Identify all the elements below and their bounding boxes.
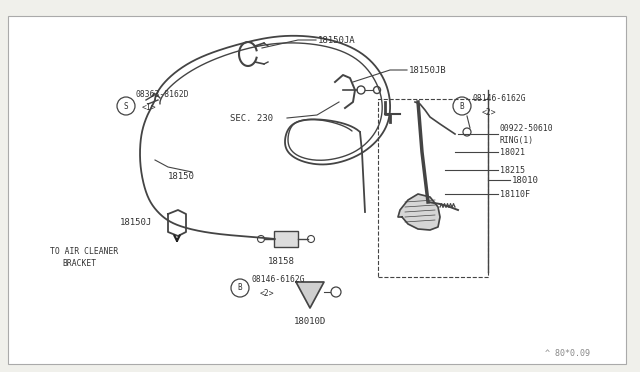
Text: S: S [124, 102, 128, 110]
Text: B: B [460, 102, 464, 110]
Text: 00922-50610: 00922-50610 [500, 124, 554, 132]
Text: 08146-6162G: 08146-6162G [251, 276, 305, 285]
Text: 18110F: 18110F [500, 189, 530, 199]
Bar [274, 231, 298, 247]
Text: B: B [237, 283, 243, 292]
Text: 18215: 18215 [500, 166, 525, 174]
Text: 08363-8162D: 08363-8162D [136, 90, 189, 99]
Text: 18150: 18150 [168, 171, 195, 180]
Text: <2>: <2> [482, 108, 497, 116]
Text: 08146-6162G: 08146-6162G [473, 93, 527, 103]
Text: ^ 80*0.09: ^ 80*0.09 [545, 350, 590, 359]
Text: TO AIR CLEANER: TO AIR CLEANER [50, 247, 118, 257]
Text: <2>: <2> [260, 289, 275, 298]
Text: 18010D: 18010D [294, 317, 326, 327]
Polygon shape [296, 282, 324, 308]
Text: <1>: <1> [142, 103, 157, 112]
Text: SEC. 230: SEC. 230 [230, 113, 273, 122]
Text: 18150JB: 18150JB [409, 65, 447, 74]
Polygon shape [398, 194, 440, 230]
Text: 18150JA: 18150JA [318, 35, 356, 45]
Text: 18021: 18021 [500, 148, 525, 157]
Text: BRACKET: BRACKET [62, 260, 96, 269]
Bar [378, 99, 488, 277]
Text: 18010: 18010 [512, 176, 539, 185]
Text: 18158: 18158 [268, 257, 295, 266]
Text: 18150J: 18150J [120, 218, 152, 227]
Text: RING(1): RING(1) [500, 135, 534, 144]
